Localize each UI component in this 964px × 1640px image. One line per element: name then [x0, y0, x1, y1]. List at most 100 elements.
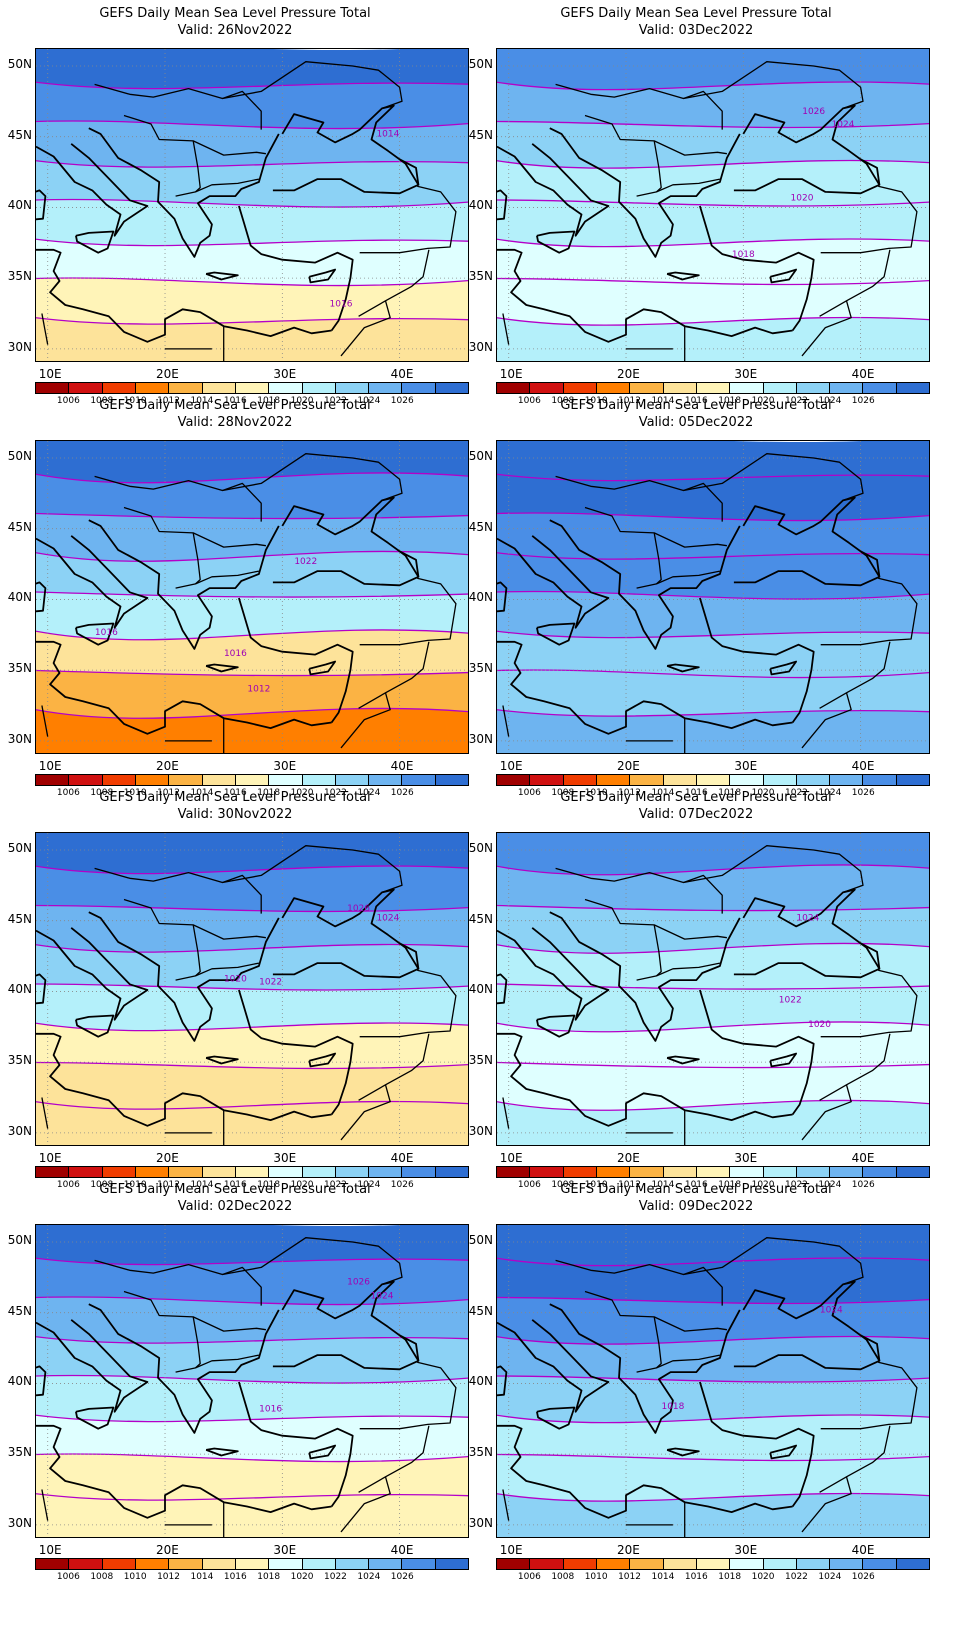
colorbar-label: 1010 — [584, 1180, 608, 1190]
coastline — [497, 1365, 508, 1397]
colorbar-swatch — [796, 383, 831, 393]
coastline — [272, 1280, 420, 1371]
colorbar-swatch — [335, 775, 370, 785]
isobar-label: 1024 — [796, 914, 819, 924]
coastline — [497, 927, 610, 1021]
country-border — [192, 532, 201, 585]
panel-title: GEFS Daily Mean Sea Level Pressure Total — [99, 1182, 371, 1197]
country-border — [584, 114, 727, 156]
colorbar-swatch — [36, 1559, 70, 1569]
colorbar-label: 1008 — [90, 1572, 114, 1582]
colorbar-label: 1026 — [851, 396, 875, 406]
colorbar-label: 1018 — [257, 788, 281, 798]
colorbar-label: 1014 — [190, 396, 214, 406]
colorbar-label: 1006 — [517, 1180, 541, 1190]
country-border — [636, 1354, 721, 1373]
isobar-label: 1022 — [294, 557, 317, 567]
lon-tick-label: 10E — [38, 759, 62, 773]
colorbar-swatch — [36, 775, 70, 785]
panel-title: GEFS Daily Mean Sea Level Pressure Total — [560, 1182, 832, 1197]
isobar-label: 1024 — [371, 1292, 394, 1302]
isobar-label: 1024 — [820, 1306, 843, 1316]
lat-tick-label: 50N — [468, 56, 493, 71]
colorbar-label: 1022 — [785, 1572, 808, 1582]
isobar-label: 1016 — [259, 1405, 282, 1415]
colorbar-label: 1012 — [157, 1180, 180, 1190]
lon-tick-label: 40E — [390, 1151, 414, 1165]
colorbar-swatch — [69, 383, 103, 393]
colorbar-swatch — [435, 1167, 469, 1177]
coastline — [272, 104, 420, 195]
lat-tick-label: 35N — [7, 1053, 32, 1068]
coastline — [497, 248, 793, 343]
colorbar-swatch — [235, 775, 270, 785]
isobar-label: 1016 — [95, 628, 118, 638]
coastline — [497, 581, 508, 613]
lat-tick-label: 45N — [7, 911, 32, 926]
colorbar-label: 1012 — [618, 396, 641, 406]
coastline — [36, 1319, 149, 1413]
colorbar-swatch — [497, 383, 531, 393]
colorbar-label: 1010 — [123, 788, 147, 798]
colorbar-swatch — [730, 775, 764, 785]
country-border — [502, 313, 510, 345]
lat-tick-label: 30N — [7, 731, 32, 746]
country-border — [801, 300, 852, 357]
isobar-label: 1016 — [224, 649, 247, 659]
colorbar-swatch — [102, 775, 136, 785]
colorbar-swatch — [302, 1559, 336, 1569]
country-border — [175, 1354, 260, 1373]
isobar-line — [36, 512, 468, 520]
coastline — [497, 1319, 610, 1413]
pressure-map: 1016 1024 1026 — [35, 1224, 469, 1538]
colorbar-label: 1022 — [324, 788, 347, 798]
coastline — [666, 1447, 700, 1457]
colorbar-label: 1006 — [517, 396, 541, 406]
coastline — [36, 248, 332, 343]
colorbar-swatch — [563, 775, 597, 785]
coastline — [733, 888, 881, 979]
colorbar-label: 1026 — [390, 1180, 414, 1190]
colorbar-label: 1012 — [618, 788, 641, 798]
coastline — [308, 1052, 336, 1068]
country-border — [358, 249, 430, 317]
panel-title: GEFS Daily Mean Sea Level Pressure Total — [99, 790, 371, 805]
lon-tick-label: 40E — [390, 759, 414, 773]
country-border — [819, 1425, 891, 1493]
map-panel: GEFS Daily Mean Sea Level Pressure Total… — [461, 1, 931, 411]
isobar-line — [497, 1414, 929, 1424]
colorbar-label: 1024 — [818, 1572, 842, 1582]
lat-tick-label: 40N — [7, 1374, 32, 1389]
colorbar-label: 1014 — [651, 396, 675, 406]
colorbar-swatch — [796, 775, 831, 785]
lon-tick-label: 30E — [734, 367, 758, 381]
coastline — [536, 622, 576, 646]
country-border — [359, 969, 457, 1038]
coastline — [860, 550, 881, 577]
isobar-line — [497, 1021, 929, 1033]
country-border — [819, 249, 891, 317]
colorbar-label: 1020 — [751, 788, 775, 798]
colorbar-label: 1008 — [551, 1572, 575, 1582]
colorbar-swatch — [497, 775, 531, 785]
colorbar-label: 1022 — [785, 1180, 808, 1190]
colorbar-swatch — [169, 775, 203, 785]
colorbar-label: 1026 — [390, 396, 414, 406]
colorbar-swatch — [202, 1167, 236, 1177]
colorbar-swatch — [763, 1167, 797, 1177]
isobar-line — [497, 199, 929, 207]
isobar-line — [36, 238, 468, 247]
pressure-map: 1024 1026 1020 1022 — [35, 832, 469, 1146]
colorbar-label: 1024 — [357, 1572, 381, 1582]
lat-tick-label: 45N — [7, 127, 32, 142]
coastline — [36, 1365, 47, 1397]
country-border — [94, 475, 262, 522]
coastline — [36, 1032, 332, 1127]
coastline — [88, 1303, 280, 1434]
colorbar-label: 1016 — [684, 396, 708, 406]
pressure-map: 1024 1018 — [496, 1224, 930, 1538]
coastline — [536, 230, 576, 254]
coastline — [497, 973, 508, 1005]
country-border — [820, 185, 918, 254]
pressure-band — [497, 1100, 929, 1145]
